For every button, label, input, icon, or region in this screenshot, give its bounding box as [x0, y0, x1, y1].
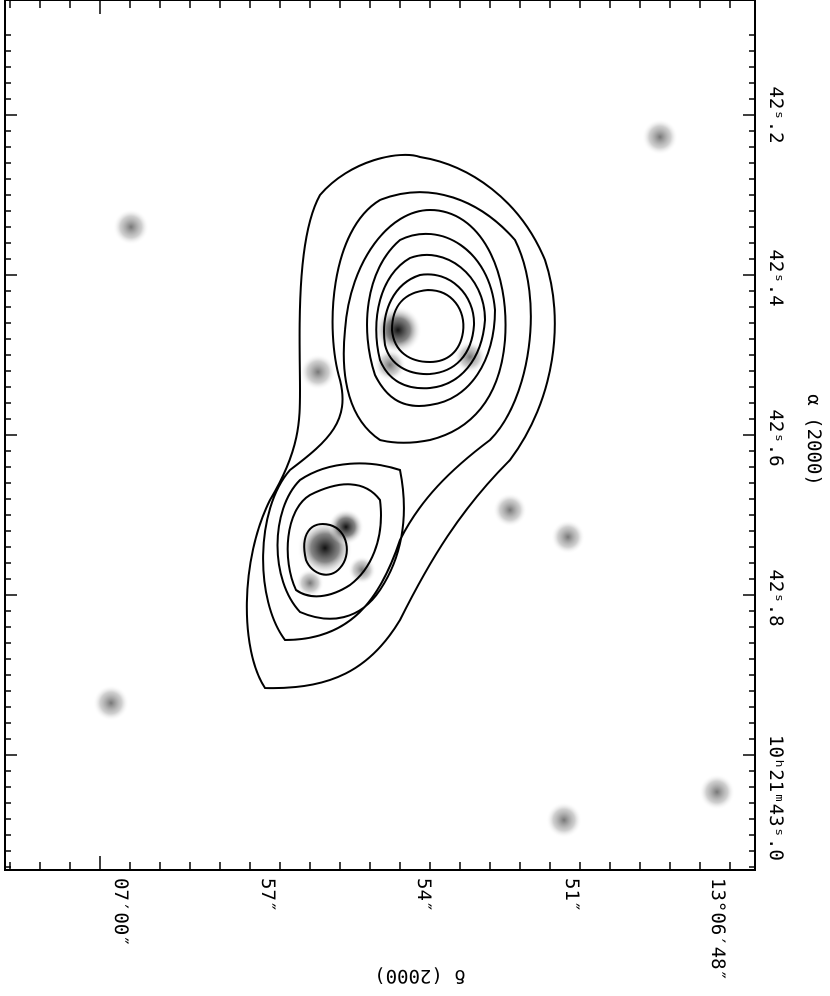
tick-label: 07′00″ [110, 878, 132, 947]
tick-label: 42ˢ.8 [765, 569, 787, 626]
tick-label: 13°06′48″ [707, 878, 729, 981]
tick-label: 57″ [257, 878, 279, 912]
tick-label: 42ˢ.6 [765, 409, 787, 466]
contours [245, 153, 556, 690]
ticks [5, 0, 755, 870]
right-labels: 42ˢ.2 42ˢ.4 42ˢ.6 42ˢ.8 10ʰ21ᵐ43ˢ.0 α (2… [765, 86, 825, 860]
tick-label: 42ˢ.2 [765, 86, 787, 143]
tick-label: 10ʰ21ᵐ43ˢ.0 [765, 735, 787, 861]
tick-label: 54″ [413, 878, 435, 912]
frame [4, 0, 756, 871]
bottom-labels: 07′00″ 57″ 54″ 51″ 13°06′48″ δ (2000) [110, 878, 729, 987]
sources [93, 119, 735, 838]
tick-label: 42ˢ.4 [765, 249, 787, 306]
tick-label: 51″ [561, 878, 583, 912]
axis-title: δ (2000) [374, 965, 466, 987]
axis-title: α (2000) [803, 394, 825, 486]
